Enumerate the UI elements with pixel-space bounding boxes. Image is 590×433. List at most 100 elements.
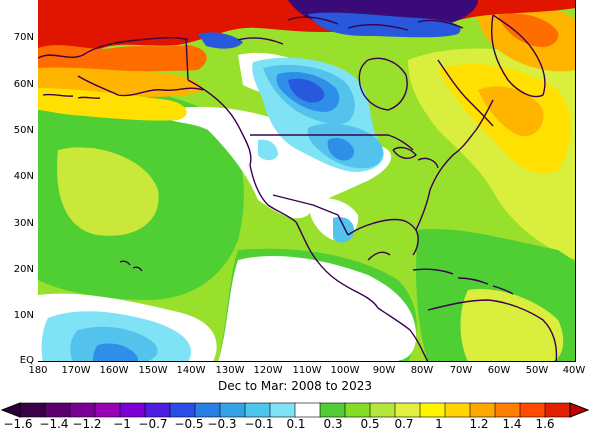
colorbar (0, 402, 590, 418)
colorbar-cell (219, 402, 246, 418)
colorbar-label: −0.3 (207, 417, 237, 431)
coastlines (38, 14, 558, 361)
colorbar-cell (369, 402, 396, 418)
lon-label-70w: 70W (449, 365, 473, 376)
colorbar-label: 0.5 (360, 417, 380, 431)
mexico-coast (295, 221, 379, 309)
lon-label-90w: 90W (372, 365, 396, 376)
colorbar-left-arrow (0, 402, 21, 418)
lat-label-60n: 60N (13, 79, 34, 90)
us-east-coast (415, 99, 494, 231)
colorbar-label: −0.5 (174, 417, 204, 431)
greenland-coast (491, 14, 546, 98)
colorbar-label: 0.1 (286, 417, 306, 431)
colorbar-cell (519, 402, 546, 418)
aleutian-islands (42, 93, 101, 99)
lon-label-130w: 130W (215, 365, 245, 376)
central-america (377, 307, 429, 361)
region-alaska-very-high (38, 45, 207, 73)
colorbar-cell (244, 402, 271, 418)
colorbar-cell (294, 402, 321, 418)
colorbar-cell (544, 402, 571, 418)
lon-label-170w: 170W (61, 365, 91, 376)
lon-label-80w: 80W (410, 365, 434, 376)
colorbar-label: 0.3 (323, 417, 343, 431)
lat-label-70n: 70N (13, 32, 34, 43)
caribbean-islands (412, 268, 514, 295)
gulf-coast (347, 218, 419, 261)
us-mexico-border (272, 194, 349, 236)
region-east-pacific-neutral (218, 256, 417, 361)
lat-label-30n: 30N (13, 218, 34, 229)
lon-label-150w: 150W (138, 365, 168, 376)
colorbar-label: 1.6 (535, 417, 555, 431)
lon-label-100w: 100W (330, 365, 360, 376)
lat-label-eq: EQ (19, 355, 34, 366)
region-canada-negative-strong (288, 78, 325, 103)
south-america-coast (427, 299, 558, 361)
colorbar-label: 1.2 (469, 417, 489, 431)
region-plains-negative-mid (327, 138, 355, 161)
lon-label-50w: 50W (525, 365, 549, 376)
colorbar-cell (494, 402, 521, 418)
region-hudson-negative (198, 32, 243, 49)
region-pacific-yellowgreen (57, 147, 159, 236)
colorbar-cell (394, 402, 421, 418)
colorbar-cell (419, 402, 446, 418)
alaska-border (185, 37, 189, 81)
lon-label-110w: 110W (292, 365, 322, 376)
colorbar-label: −1.6 (3, 417, 33, 431)
hawaii (119, 260, 143, 272)
map-frame (38, 0, 576, 362)
lon-label-160w: 160W (99, 365, 129, 376)
region-gulf-negative (333, 216, 355, 243)
lon-label-180: 180 (28, 365, 48, 376)
region-tropical-pacific-mid (93, 343, 138, 361)
colorbar-cell (194, 402, 221, 418)
colorbar-label: −1.4 (39, 417, 69, 431)
colorbar-cell (444, 402, 471, 418)
region-southwest-negative-faint (258, 139, 278, 161)
region-alaska-strong (38, 88, 187, 121)
region-greenland-positive-very-high (498, 13, 559, 47)
colorbar-cell (469, 402, 496, 418)
map-caption: Dec to Mar: 2008 to 2023 (218, 379, 372, 393)
lat-label-20n: 20N (13, 264, 34, 275)
lon-label-40w: 40W (562, 365, 586, 376)
lon-label-140w: 140W (176, 365, 206, 376)
colorbar-cell (69, 402, 96, 418)
colorbar-cell (44, 402, 71, 418)
colorbar-cell (94, 402, 121, 418)
us-canada-border (250, 134, 414, 151)
colorbar-cell (319, 402, 346, 418)
us-west-coast (249, 164, 297, 223)
lat-label-40n: 40N (13, 171, 34, 182)
region-south-america-yellow (460, 289, 564, 361)
anomaly-map (38, 0, 575, 361)
colorbar-cells (19, 402, 571, 418)
lon-label-120w: 120W (253, 365, 283, 376)
colorbar-label: −1.2 (72, 417, 102, 431)
colorbar-label: −1 (113, 417, 131, 431)
canada-west-coast (187, 79, 252, 166)
colorbar-cell (19, 402, 46, 418)
colorbar-label: −0.7 (138, 417, 168, 431)
lat-label-50n: 50N (13, 125, 34, 136)
lon-label-60w: 60W (487, 365, 511, 376)
lat-label-10n: 10N (13, 310, 34, 321)
alaska-coast (38, 37, 204, 97)
arctic-islands (237, 16, 464, 45)
colorbar-cell (144, 402, 171, 418)
region-atlantic-positive-high (478, 86, 544, 137)
colorbar-cell (269, 402, 296, 418)
colorbar-label: 0.7 (394, 417, 414, 431)
colorbar-label: 1.4 (502, 417, 522, 431)
colorbar-right-arrow (569, 402, 590, 418)
hudson-bay (358, 57, 408, 111)
labrador-coast (437, 59, 494, 127)
colorbar-label: −0.1 (244, 417, 274, 431)
great-lakes (392, 146, 439, 169)
colorbar-cell (169, 402, 196, 418)
colorbar-cell (344, 402, 371, 418)
region-west-us-neutral (158, 106, 392, 219)
